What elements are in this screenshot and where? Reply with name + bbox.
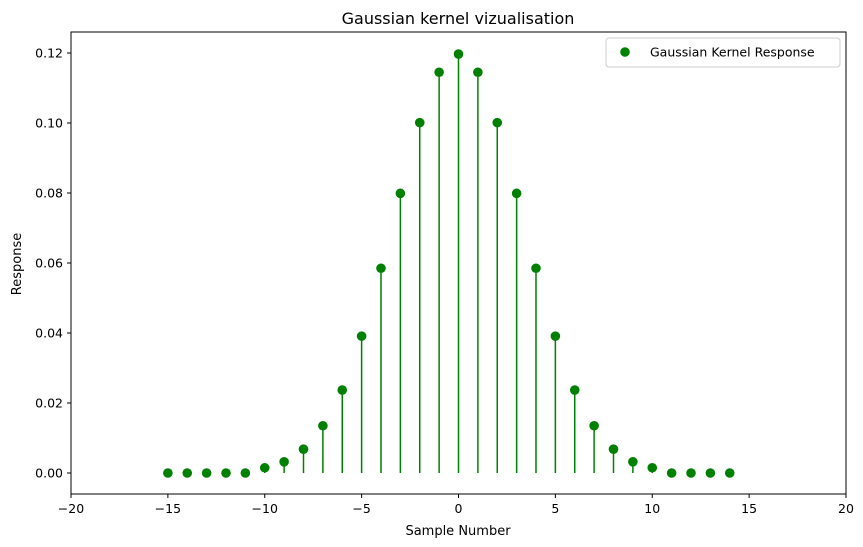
stem-marker xyxy=(453,49,464,59)
y-axis-ticks: 0.00 0.02 0.04 0.06 0.08 0.10 0.12 xyxy=(35,46,71,481)
y-tick-label: 0.00 xyxy=(35,466,63,481)
stem-marker xyxy=(279,457,289,467)
legend-box xyxy=(605,37,841,68)
x-tick-label: 0 xyxy=(455,501,463,516)
x-tick-label: 15 xyxy=(741,501,757,516)
stem-lines xyxy=(264,54,653,473)
legend-label: Gaussian Kernel Response xyxy=(650,45,815,60)
stem-marker xyxy=(608,444,619,455)
x-tick-label: −15 xyxy=(155,501,181,516)
stem-marker xyxy=(511,188,522,199)
stem-marker xyxy=(724,468,735,478)
stem-marker xyxy=(221,468,231,478)
x-tick-label: −10 xyxy=(252,501,278,516)
x-axis-ticks: −20 −15 −10 −5 0 5 10 15 20 xyxy=(58,494,854,516)
stem-marker xyxy=(492,117,503,128)
x-tick-label: 10 xyxy=(644,501,660,516)
stem-marker xyxy=(182,468,193,478)
y-tick-label: 0.08 xyxy=(35,186,63,201)
stem-marker xyxy=(163,468,173,478)
y-tick-label: 0.02 xyxy=(35,396,63,411)
stem-marker xyxy=(434,67,444,78)
stem-marker xyxy=(589,420,599,431)
stem-marker xyxy=(395,188,406,199)
stem-marker xyxy=(666,468,677,478)
stem-marker xyxy=(686,468,696,478)
stem-marker xyxy=(531,263,541,274)
legend-marker-icon xyxy=(620,47,630,57)
stem-marker xyxy=(376,263,386,274)
x-axis-label: Sample Number xyxy=(405,524,511,539)
stem-marker xyxy=(298,444,309,455)
stem-marker xyxy=(473,67,483,78)
stem-marker xyxy=(705,468,716,478)
stem-marker xyxy=(337,385,348,395)
stem-markers xyxy=(163,49,735,478)
stem-marker xyxy=(414,117,425,128)
legend: Gaussian Kernel Response xyxy=(605,37,841,68)
stem-marker xyxy=(318,420,328,431)
x-tick-label: 20 xyxy=(838,501,854,516)
x-tick-label: −5 xyxy=(352,501,370,516)
x-tick-label: −20 xyxy=(58,501,84,516)
y-tick-label: 0.06 xyxy=(35,256,63,271)
stem-marker xyxy=(356,331,367,341)
y-tick-label: 0.10 xyxy=(35,116,63,131)
stem-marker xyxy=(628,457,638,467)
stem-marker xyxy=(201,468,212,478)
y-tick-label: 0.04 xyxy=(35,326,63,341)
x-tick-label: 5 xyxy=(551,501,559,516)
stem-marker xyxy=(259,462,270,473)
y-tick-label: 0.12 xyxy=(35,46,63,61)
stem-marker xyxy=(647,462,658,473)
stem-marker xyxy=(569,385,580,395)
chart-title: Gaussian kernel vizualisation xyxy=(342,9,575,28)
stem-marker xyxy=(550,331,561,341)
y-axis-label: Response xyxy=(10,233,25,295)
stem-marker xyxy=(240,468,251,478)
